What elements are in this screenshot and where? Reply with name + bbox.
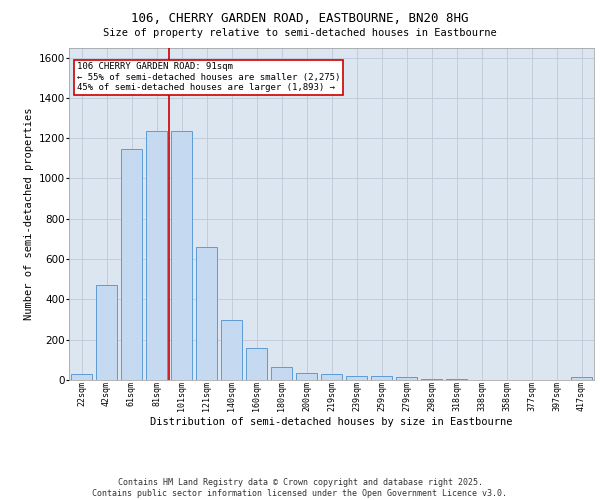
- Bar: [196, 247, 217, 380]
- Bar: [371, 376, 392, 380]
- Bar: [71, 374, 92, 380]
- Bar: [571, 377, 592, 380]
- Bar: [221, 320, 242, 380]
- Text: 106, CHERRY GARDEN ROAD, EASTBOURNE, BN20 8HG: 106, CHERRY GARDEN ROAD, EASTBOURNE, BN2…: [131, 12, 469, 26]
- Bar: [396, 378, 417, 380]
- Bar: [346, 376, 367, 380]
- Bar: [121, 148, 142, 380]
- Text: 106 CHERRY GARDEN ROAD: 91sqm
← 55% of semi-detached houses are smaller (2,275)
: 106 CHERRY GARDEN ROAD: 91sqm ← 55% of s…: [77, 62, 340, 92]
- Bar: [271, 367, 292, 380]
- Bar: [246, 348, 267, 380]
- Bar: [96, 286, 117, 380]
- Bar: [146, 130, 167, 380]
- Bar: [296, 373, 317, 380]
- Bar: [321, 374, 342, 380]
- Text: Size of property relative to semi-detached houses in Eastbourne: Size of property relative to semi-detach…: [103, 28, 497, 38]
- Y-axis label: Number of semi-detached properties: Number of semi-detached properties: [25, 108, 34, 320]
- Text: Contains HM Land Registry data © Crown copyright and database right 2025.
Contai: Contains HM Land Registry data © Crown c…: [92, 478, 508, 498]
- Bar: [421, 379, 442, 380]
- X-axis label: Distribution of semi-detached houses by size in Eastbourne: Distribution of semi-detached houses by …: [150, 417, 513, 427]
- Bar: [171, 130, 192, 380]
